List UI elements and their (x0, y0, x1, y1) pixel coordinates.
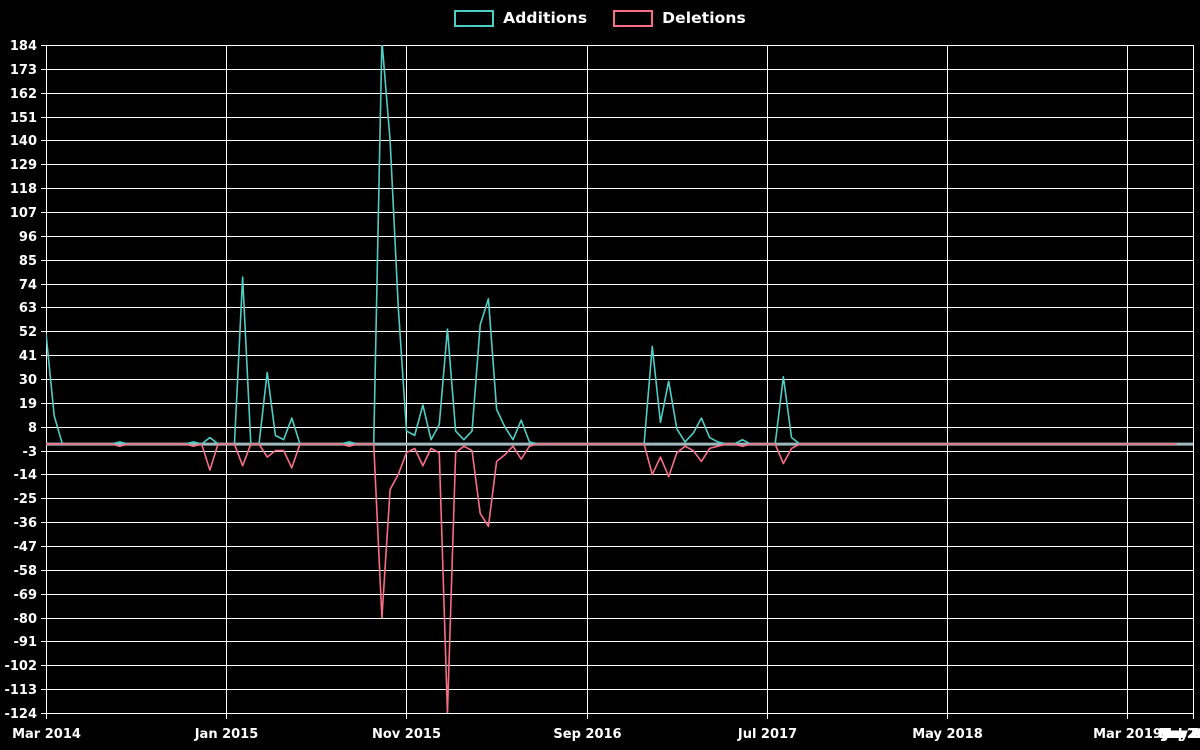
y-axis-label: -124 (4, 707, 37, 722)
y-axis-label: 52 (19, 325, 37, 340)
y-axis-label: -3 (23, 445, 37, 460)
x-axis-label: Nov 2015 (372, 727, 441, 742)
x-axis-label: Mar 2024 (1159, 727, 1200, 742)
legend-item-additions[interactable]: Additions (454, 9, 587, 27)
legend-item-deletions[interactable]: Deletions (613, 9, 746, 27)
y-axis-label: 63 (19, 301, 37, 316)
x-axis-label: Nov 2025 (1159, 727, 1200, 742)
y-axis-label: 162 (10, 87, 37, 102)
axis-tick-marks (41, 45, 1194, 719)
y-axis-label: 140 (10, 134, 37, 149)
legend-swatch-additions (454, 9, 495, 27)
x-axis-label: Jul 2022 (1163, 727, 1200, 742)
chart-legend: Additions Deletions (0, 0, 1200, 36)
vertical-gridlines (46, 45, 1194, 713)
x-axis-label: Jul 2017 (737, 727, 797, 742)
y-axis-label: -47 (14, 540, 38, 555)
y-axis-label: -102 (4, 659, 37, 674)
y-axis-label: 107 (10, 206, 37, 221)
horizontal-gridlines (46, 45, 1193, 714)
legend-label-additions: Additions (503, 9, 588, 27)
y-axis-label: -113 (4, 683, 37, 698)
y-axis-label: -58 (14, 564, 38, 579)
y-axis-label: 184 (10, 39, 37, 54)
y-axis-label: 173 (10, 63, 37, 78)
x-axis-label: Sep 2016 (553, 727, 621, 742)
y-axis-label: 41 (19, 349, 37, 364)
x-axis-label: Sep 2021 (1159, 727, 1200, 742)
y-axis-label: 129 (10, 158, 37, 173)
series-line-deletions (46, 443, 1177, 713)
legend-swatch-deletions (613, 9, 654, 27)
x-axis-label: Jan 2020 (1161, 727, 1200, 742)
x-axis-label: Nov 2020 (1159, 727, 1200, 742)
y-axis-label: 19 (19, 397, 37, 412)
y-axis-label: 85 (19, 254, 37, 269)
y-axis-labels: 184 173 162 151 140 129 118 107 96 85 74 63 52 41 30 19… (4, 39, 37, 722)
y-axis-label: 30 (19, 373, 37, 388)
x-axis-label: May 2018 (912, 727, 983, 742)
y-axis-label: 118 (10, 182, 37, 197)
y-axis-label: -25 (14, 492, 38, 507)
x-axis-label: Jan 2015 (194, 727, 259, 742)
series-line-additions (46, 45, 1177, 445)
y-axis-label: 8 (28, 421, 37, 436)
data-series (46, 45, 1177, 713)
x-axis-label: May 2023 (1158, 727, 1200, 742)
y-axis-label: -14 (14, 468, 38, 483)
y-axis-label: -80 (14, 612, 38, 627)
y-axis-label: -91 (14, 635, 38, 650)
x-axis-label: Mar 2019 (1093, 727, 1162, 742)
y-axis-label: -69 (14, 588, 38, 603)
y-axis-label: 96 (19, 230, 37, 245)
y-axis-label: 151 (10, 111, 37, 126)
x-axis-label: Jan 2025 (1161, 727, 1200, 742)
legend-label-deletions: Deletions (662, 9, 746, 27)
x-axis-labels: Mar 2014 Jan 2015 Nov 2015 Sep 2016 Jul 2017… (12, 727, 1200, 742)
x-axis-label: Mar 2014 (12, 727, 81, 742)
y-axis-label: -36 (14, 516, 38, 531)
y-axis-label: 74 (19, 278, 37, 293)
